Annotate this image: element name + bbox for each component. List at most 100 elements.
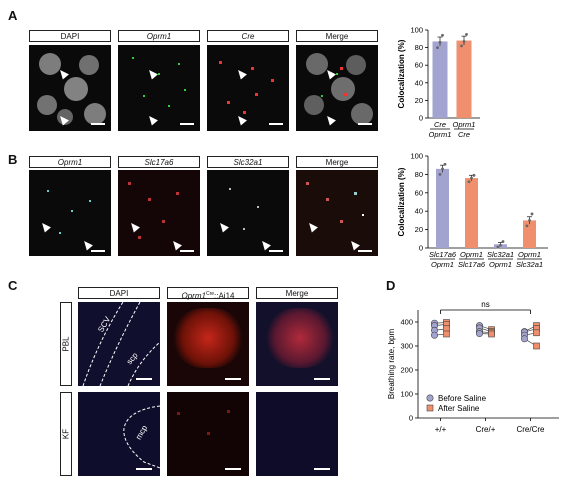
point-before-saline [476,330,484,338]
bar [465,178,478,248]
point-before-saline [430,331,438,339]
x-tick-label: Cre/Cre [516,425,545,434]
micrograph-c-pbl-tdtomato [167,302,249,386]
header-a-cre: Cre [207,30,289,42]
chart-d-breathing-rate: 0 100 200 300 400 Breathing rate, bpm ns +/+ Cre… [387,300,559,434]
scale-bar [269,250,283,252]
y-tick-label: 20 [415,225,423,234]
scale-bar [358,250,372,252]
scale-bar [314,468,330,470]
arrowhead-icon [170,238,182,251]
data-point [441,167,444,171]
header-c-dapi: DAPI [78,287,160,299]
y-tick-label: 0 [419,114,423,123]
header-b-slc32a1: Slc32a1 [207,156,289,168]
data-point [525,224,529,228]
scale-bar [136,468,152,470]
x-label-bottom: Oprm1 [489,260,512,269]
arrowhead-icon [235,67,247,80]
y-axis-label: Colocalization (%) [397,39,406,108]
data-point [462,40,466,43]
arrowhead-icon [128,220,140,233]
scale-bar [314,378,330,380]
y-axis-label: Colocalization (%) [397,167,406,236]
data-point [470,176,473,180]
row-label-pbl: PBL [60,302,72,386]
data-point [441,33,444,37]
micrograph-c-pbl-dapi: SCV scp [78,302,160,386]
x-label-top: Oprm1 [518,250,541,259]
data-point [443,162,447,166]
data-point [460,44,463,48]
data-point [496,245,500,249]
point-before-saline [521,335,529,343]
y-tick-label: 40 [415,207,423,216]
arrowhead-icon [146,67,158,80]
y-tick-label: 80 [415,170,423,179]
x-label-top: Oprm1 [453,120,476,129]
header-a-dapi: DAPI [29,30,111,42]
x-label-bottom: Slc17a6 [458,260,486,269]
arrowhead-icon [146,113,158,126]
data-point [438,173,442,176]
y-tick-label: 80 [415,43,423,52]
data-point [438,40,442,44]
y-tick-label: 0 [419,244,423,253]
panel-label-b: B [8,152,18,167]
point-after-saline [443,330,450,338]
data-point [528,219,531,222]
header-b-merge: Merge [296,156,378,168]
header-c-oprm1-cre-ai14: Oprm1Cre::Ai14 [167,287,249,301]
x-label-bottom: Oprm1 [431,260,454,269]
micrograph-c-kf-tdtomato [167,392,249,476]
legend-marker-before-saline [426,394,434,402]
header-a-oprm1: Oprm1 [118,30,200,42]
scale-bar [225,378,241,380]
micrograph-b-slc32a1 [207,170,289,256]
header-b-slc17a6: Slc17a6 [118,156,200,168]
panel-label-c: C [8,278,18,293]
y-axis-label: Breathing rate, bpm [387,329,396,400]
arrowhead-icon [324,113,336,126]
data-point [501,240,505,243]
data-point [436,46,439,49]
point-after-saline [533,342,540,350]
scale-bar [180,250,194,252]
x-label-bottom: Cre [458,130,470,139]
legend-label-before-saline: Before Saline [438,394,487,403]
x-label-bottom: Oprm1 [429,130,452,139]
micrograph-a-oprm1 [118,45,200,131]
arrowhead-icon [235,113,247,126]
micrograph-c-kf-dapi: mcp [78,392,160,476]
bar [432,41,448,118]
scale-bar [136,378,152,380]
scale-bar [180,123,194,125]
header-a-merge: Merge [296,30,378,42]
micrograph-a-dapi [29,45,111,131]
scale-bar [225,468,241,470]
micrograph-b-slc17a6 [118,170,200,256]
bar [523,220,536,248]
y-tick-label: 60 [415,188,423,197]
y-tick-label: 100 [410,26,423,35]
scale-bar [269,123,283,125]
header-c-merge: Merge [256,287,338,299]
significance-label: ns [481,300,489,309]
y-tick-label: 300 [400,342,413,351]
y-tick-label: 60 [415,61,423,70]
x-label-top: Oprm1 [460,250,483,259]
header-c-superscript: Cre [205,291,215,297]
panel-label-d: D [386,278,396,293]
header-b-oprm1: Oprm1 [29,156,111,168]
scale-bar [91,123,105,125]
y-tick-label: 0 [409,414,413,423]
bar [456,40,472,118]
data-point [472,173,476,177]
y-tick-label: 20 [415,96,423,105]
micrograph-b-merge [296,170,378,256]
micrograph-c-kf-merge [256,392,338,476]
header-c-reporter: ::Ai14 [214,291,235,301]
x-label-bottom: Slc32a1 [516,260,543,269]
